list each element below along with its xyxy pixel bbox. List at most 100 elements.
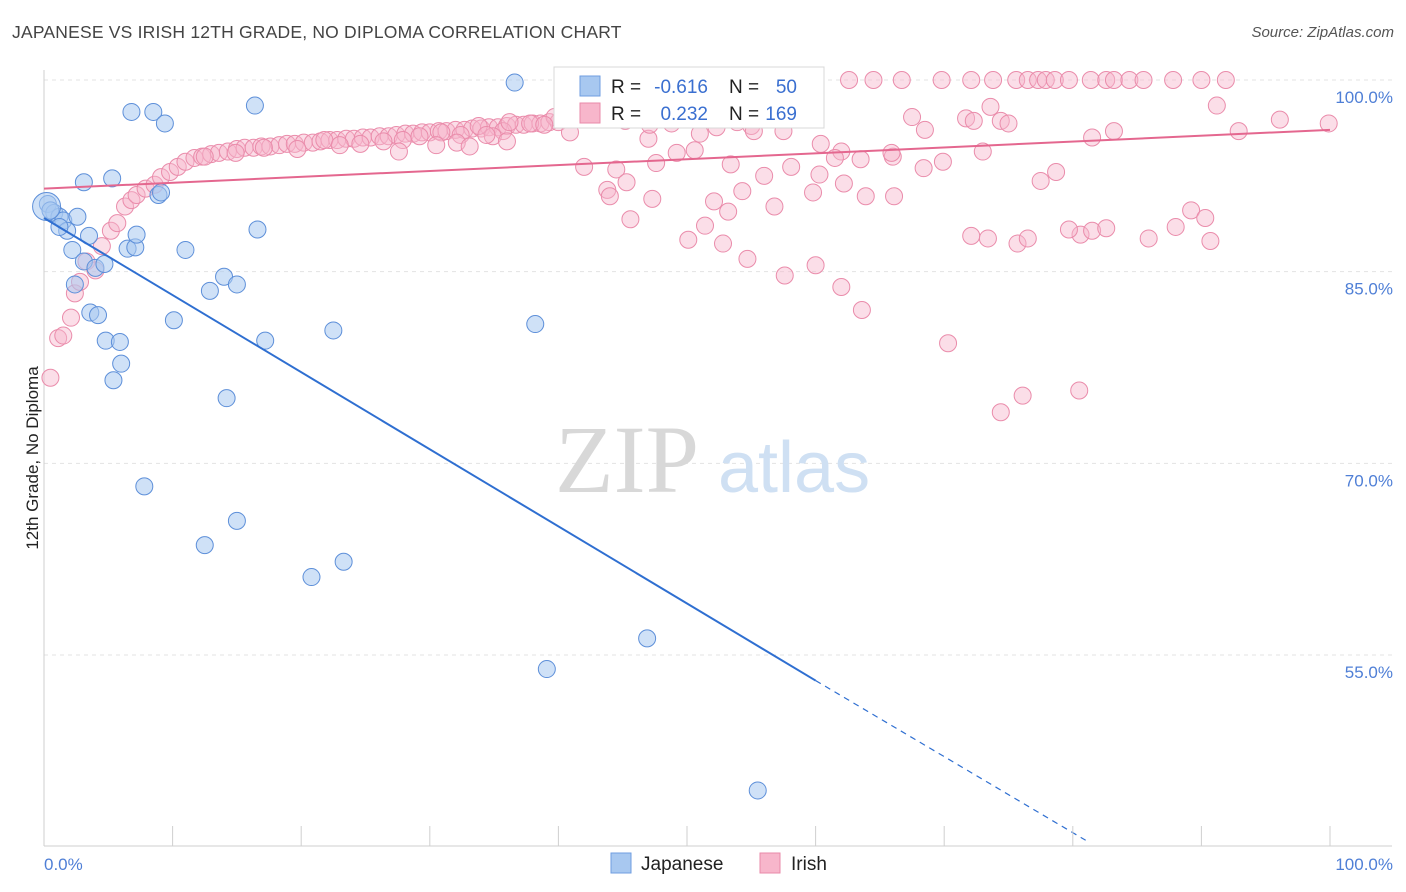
x-tick-label: 0.0% <box>44 855 83 874</box>
irish-point <box>62 308 81 327</box>
irish-point <box>1018 71 1037 89</box>
irish-point <box>122 191 141 210</box>
japanese-point <box>135 477 154 496</box>
irish-point <box>477 125 496 144</box>
japanese-point <box>245 96 264 115</box>
japanese-point <box>195 536 214 555</box>
irish-point <box>460 137 479 156</box>
irish-point <box>1045 71 1064 89</box>
irish-point <box>54 326 73 345</box>
irish-point <box>1201 232 1220 250</box>
irish-point <box>643 189 662 208</box>
irish-point <box>1120 71 1139 89</box>
legend-swatch-irish <box>579 102 601 124</box>
irish-point <box>1059 220 1078 239</box>
japanese-point <box>526 315 545 334</box>
irish-point <box>1270 110 1289 129</box>
japanese-point <box>334 552 353 571</box>
legend-r-label-irish: R = <box>611 104 641 125</box>
irish-point <box>285 134 304 153</box>
irish-point <box>962 226 981 245</box>
japanese-point <box>302 568 321 587</box>
irish-point <box>840 71 859 89</box>
irish-point <box>852 301 871 319</box>
irish-point <box>639 129 658 148</box>
legend-r-label-japanese: R = <box>611 77 641 98</box>
japanese-point <box>324 321 343 340</box>
irish-point <box>1083 221 1102 240</box>
irish-point <box>1097 219 1116 238</box>
irish-point <box>647 154 666 173</box>
irish-point <box>991 403 1010 422</box>
bottom-legend-swatch-irish <box>759 852 781 874</box>
irish-point <box>825 148 844 167</box>
irish-point <box>755 166 774 185</box>
irish-point <box>1134 71 1153 89</box>
irish-point <box>685 141 704 160</box>
legend-n-value-irish: 169 <box>765 104 797 125</box>
irish-point <box>101 221 120 240</box>
irish-point <box>1104 122 1123 141</box>
irish-point <box>607 160 626 179</box>
japanese-point <box>227 511 246 530</box>
irish-point <box>49 329 68 348</box>
irish-point <box>270 136 289 155</box>
irish-point <box>978 229 997 248</box>
japanese-trend-extension <box>815 680 1086 841</box>
japanese-point <box>65 275 84 294</box>
irish-point <box>765 197 784 216</box>
irish-point <box>535 115 554 134</box>
y-tick-label: 70.0% <box>1345 471 1393 490</box>
japanese-point <box>200 281 219 300</box>
legend-r-value-japanese: -0.616 <box>654 77 708 98</box>
irish-trend-line <box>43 128 1331 190</box>
bottom-legend-irish: Irish <box>791 854 827 875</box>
irish-point <box>834 174 853 193</box>
irish-point <box>705 192 724 211</box>
irish-point <box>1097 71 1116 89</box>
irish-point <box>804 183 823 202</box>
japanese-point <box>537 660 556 679</box>
irish-point <box>254 138 273 157</box>
legend-n-label-japanese: N = <box>729 77 759 98</box>
japanese-trend-line <box>43 217 817 682</box>
japanese-point <box>638 629 657 648</box>
chart-title: JAPANESE VS IRISH 12TH GRADE, NO DIPLOMA… <box>12 22 622 42</box>
japanese-point <box>112 354 131 373</box>
irish-point <box>714 234 733 253</box>
irish-point <box>1083 128 1102 147</box>
bottom-legend-swatch-japanese <box>610 852 632 874</box>
japanese-point <box>63 240 82 259</box>
japanese-points <box>32 73 767 800</box>
irish-points <box>41 71 1338 422</box>
irish-point <box>351 134 370 153</box>
irish-point <box>738 249 757 268</box>
irish-point <box>1164 71 1183 89</box>
legend-r-value-irish: 0.232 <box>660 104 708 125</box>
irish-point <box>733 182 752 201</box>
irish-point <box>885 187 904 206</box>
irish-point <box>500 113 519 132</box>
y-tick-labels: 100.0% 85.0% 70.0% 55.0% <box>1335 88 1393 682</box>
irish-point <box>782 157 801 176</box>
japanese-point <box>122 102 141 121</box>
irish-point <box>811 134 830 153</box>
japanese-point <box>74 173 93 192</box>
irish-point <box>521 114 540 133</box>
x-tick-labels: 0.0% 100.0% <box>43 826 1393 874</box>
irish-point <box>575 157 594 176</box>
irish-point <box>330 136 349 155</box>
irish-point <box>393 131 412 150</box>
irish-point <box>427 136 446 155</box>
y-tick-label: 55.0% <box>1345 663 1393 682</box>
irish-point <box>226 143 245 162</box>
irish-point <box>1319 114 1338 133</box>
source-label: Source: ZipAtlas.com <box>1251 24 1394 41</box>
japanese-point <box>176 240 195 259</box>
irish-point <box>964 111 983 130</box>
irish-point <box>719 202 738 221</box>
bottom-legend-japanese: Japanese <box>641 854 723 875</box>
japanese-point <box>32 192 62 221</box>
irish-point <box>914 159 933 178</box>
irish-point <box>775 266 794 285</box>
